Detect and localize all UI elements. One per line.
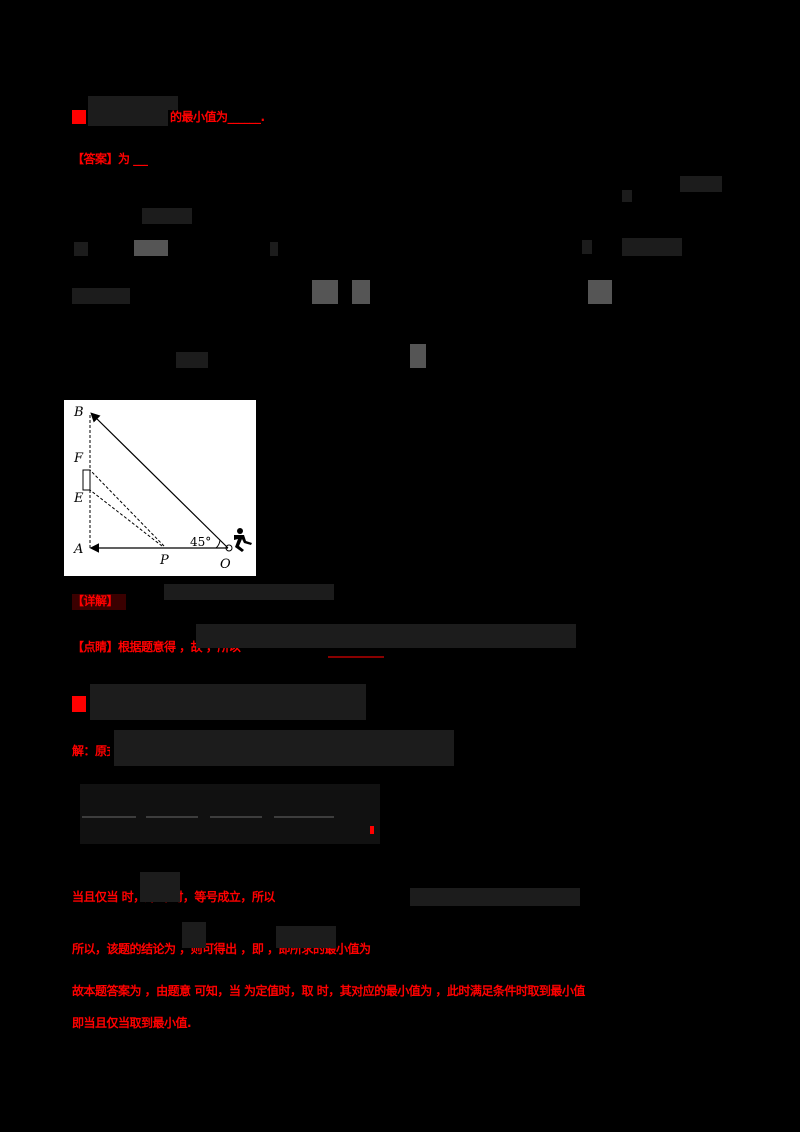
fraction-bar [210,816,262,818]
formula-fragment [410,888,580,906]
formula-fragment [90,684,366,720]
formula-fragment [176,352,208,368]
question-text: 的最小值为______. [170,110,265,124]
runner-icon [234,528,252,552]
fraction-bar [146,816,198,818]
formula-fragment [196,624,576,648]
label-b: B [73,405,84,420]
formula-fragment [312,280,338,304]
formula-fragment [140,872,180,902]
formula-fragment [270,242,278,256]
label-p: P [159,553,169,568]
formula-fragment [622,190,632,202]
analysis-label: 【详解】 [72,594,126,610]
label-e: E [73,491,84,506]
formula-fragment [582,240,592,254]
question-number: 例 [72,110,86,124]
label-f: F [73,451,84,466]
formula-fragment [134,240,168,256]
formula-fragment [410,344,426,368]
formula-fragment [352,280,370,304]
formula-fragment [80,784,380,844]
label-o: O [220,557,231,572]
geometry-figure: B F E A P O 45° [64,400,256,576]
solution-label: 解：原式 [72,744,110,758]
underline [328,656,384,658]
formula-fragment [680,176,722,192]
formula-fragment [88,96,178,110]
label-a: A [73,542,83,557]
formula-fragment [622,238,682,256]
formula-fragment [276,926,336,948]
formula-fragment [72,288,130,304]
question-number: 例 [72,696,86,712]
triangle-diagram: B F E A P O 45° [73,405,252,572]
formula-fragment [142,208,192,224]
formula-fragment [88,110,168,126]
formula-fragment [74,242,88,256]
formula-fragment [114,730,454,766]
period-mark [370,826,374,834]
formula-fragment [164,584,334,600]
fraction-bar [82,816,136,818]
conclusion-row-4: 即当且仅当取到最小值. [72,1016,192,1030]
answer-line: 【答案】为 ______ [72,152,148,166]
conclusion-row-3: 故本题答案为 ，由题意 可知，当 为定值时，取 时，其对应的最小值为 ，此时满足… [72,984,585,998]
angle-label: 45° [190,535,211,549]
formula-fragment [588,280,612,304]
formula-fragment [182,922,206,948]
conclusion-row-1: 当且仅当 时，即当 时，等号成立，所以 [72,890,275,904]
fraction-bar [274,816,334,818]
